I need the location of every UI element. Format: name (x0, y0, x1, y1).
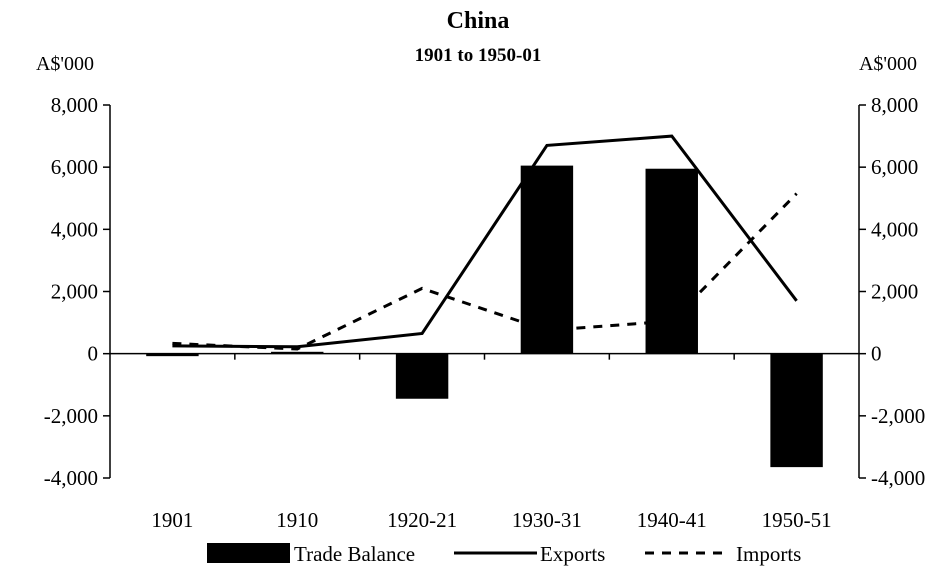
legend-swatch-trade-balance (207, 543, 290, 563)
right-axis-tick-label: 8,000 (871, 93, 918, 117)
exports-line (172, 134, 798, 349)
left-axis-tick-label: -4,000 (44, 466, 98, 490)
trade-balance-bars (146, 165, 823, 468)
left-axis-tick-label: 0 (88, 342, 99, 366)
trade-balance-bar (770, 353, 823, 468)
right-axis-tick-label: 6,000 (871, 155, 918, 179)
left-y-axis: -4,000 -2,000 0 2,000 4,000 6,000 8,000 (44, 93, 111, 490)
x-axis-ticks (234, 353, 735, 360)
x-axis-category-label: 1901 (151, 508, 193, 532)
left-axis-tick-label: 2,000 (51, 280, 98, 304)
x-axis-category-labels: 1901 1910 1920-21 1930-31 1940-41 1950-51 (151, 508, 831, 532)
x-axis-category-label: 1910 (276, 508, 318, 532)
left-axis-tick-label: -2,000 (44, 404, 98, 428)
left-axis-tick-label: 4,000 (51, 217, 98, 241)
series-lines (172, 134, 798, 351)
right-axis-tick-label: -4,000 (871, 466, 925, 490)
trade-balance-bar (520, 165, 574, 354)
right-axis-tick-label: 4,000 (871, 217, 918, 241)
chart-subtitle: 1901 to 1950-01 (415, 45, 542, 66)
left-axis-unit-label: A$'000 (36, 53, 94, 75)
trade-balance-bar (645, 168, 698, 354)
x-axis-category-label: 1950-51 (762, 508, 832, 532)
right-axis-tick-label: 0 (871, 342, 882, 366)
x-axis-category-label: 1930-31 (512, 508, 582, 532)
trade-balance-bar (271, 351, 324, 354)
left-axis-tick-label: 8,000 (51, 93, 98, 117)
x-axis-category-label: 1940-41 (637, 508, 707, 532)
right-axis-unit-label: A$'000 (859, 53, 917, 75)
trade-balance-bar (395, 353, 449, 399)
x-axis-category-label: 1920-21 (387, 508, 457, 532)
right-axis-tick-label: 2,000 (871, 280, 918, 304)
legend-label-trade-balance: Trade Balance (294, 542, 415, 566)
legend-label-imports: Imports (736, 542, 801, 566)
legend-label-exports: Exports (540, 542, 605, 566)
legend: Trade Balance Exports Imports (207, 542, 801, 566)
right-y-axis: -4,000 -2,000 0 2,000 4,000 6,000 8,000 (858, 93, 925, 490)
right-axis-tick-label: -2,000 (871, 404, 925, 428)
left-axis-tick-label: 6,000 (51, 155, 98, 179)
trade-balance-bar (146, 353, 199, 357)
chart-title: China (447, 8, 510, 34)
imports-line (172, 192, 798, 351)
